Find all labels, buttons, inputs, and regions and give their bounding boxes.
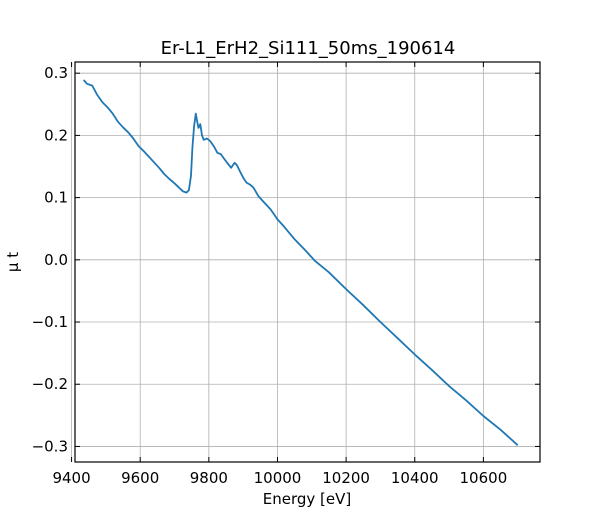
y-tick-label: 0.0	[44, 251, 68, 269]
x-tick-label: 10400	[391, 469, 439, 487]
x-tick-label: 9600	[121, 469, 159, 487]
series-line	[82, 79, 519, 446]
plot-frame	[74, 61, 541, 463]
x-tick-label: 9400	[52, 469, 90, 487]
x-tick-label: 10200	[322, 469, 370, 487]
x-tick-label: 10600	[460, 469, 508, 487]
y-axis: −0.3 −0.2 −0.1 0.0 0.1 0.2 0.3	[32, 64, 540, 455]
y-tick-label: 0.1	[44, 189, 68, 207]
y-tick-label: −0.2	[32, 375, 68, 393]
grid	[71, 62, 540, 462]
y-tick-label: −0.1	[32, 313, 68, 331]
x-axis: 9400 9600 9800 10000 10200 10400 10600	[52, 62, 507, 487]
x-axis-label: Energy [eV]	[263, 490, 351, 508]
chart-title: Er-L1_ErH2_Si111_50ms_190614	[161, 38, 456, 59]
x-tick-label: 9800	[190, 469, 228, 487]
y-tick-label: −0.3	[32, 437, 68, 455]
y-axis-label: μ t	[4, 252, 22, 272]
x-tick-label: 10000	[254, 469, 302, 487]
y-tick-label: 0.2	[44, 126, 68, 144]
y-tick-label: 0.3	[44, 64, 68, 82]
